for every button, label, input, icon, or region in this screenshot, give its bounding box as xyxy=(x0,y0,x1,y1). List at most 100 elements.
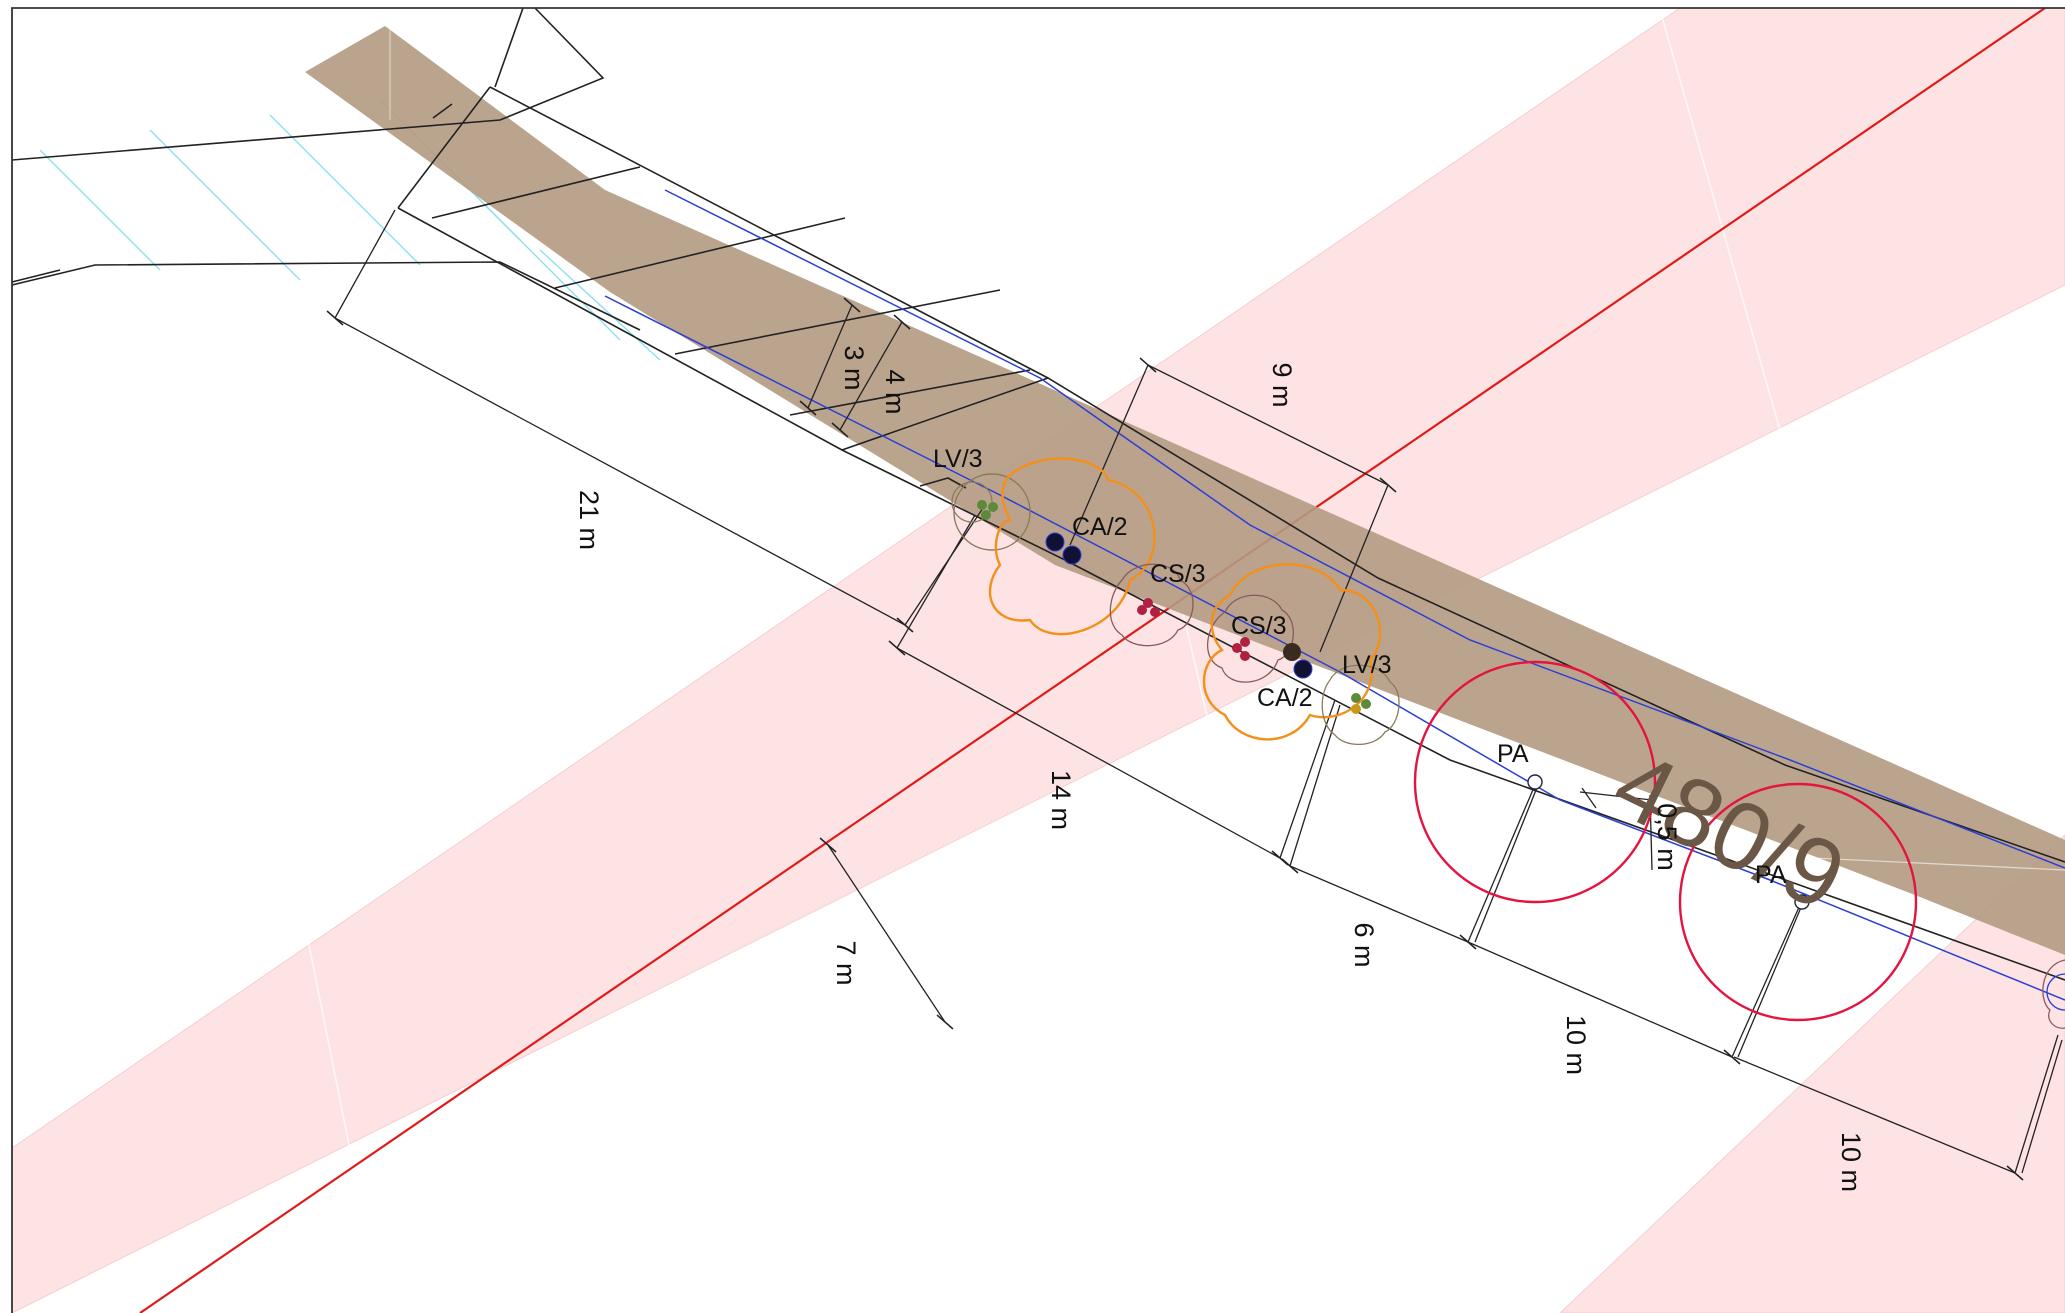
extension-line xyxy=(1069,364,1149,546)
utility-line-north xyxy=(664,189,2065,869)
canopy-cs3-a xyxy=(1109,563,1194,647)
extension-line xyxy=(1319,484,1389,653)
extension-line xyxy=(1279,699,1336,859)
building-outline xyxy=(489,86,2065,863)
tree-labels: LV/3 CA/2 CS/3 CS/3 LV/3 CA/2 PA PA xyxy=(933,445,1787,889)
zone-faint-line xyxy=(1659,9,1801,501)
dimension-line-10m-b xyxy=(1733,1056,2016,1174)
trunk-ca2 xyxy=(1062,545,1082,565)
dimension-label-6m: 6 m xyxy=(1349,922,1379,967)
parcel-band-sheen xyxy=(1749,854,2065,871)
upper-parcel-boundary xyxy=(11,269,61,283)
dimension-line-21m xyxy=(334,317,906,626)
protection-zones xyxy=(11,7,2065,1313)
dimension-label-10m-a: 10 m xyxy=(1561,1015,1591,1075)
tree-trunks xyxy=(977,500,1810,910)
extension-line xyxy=(896,514,976,649)
protection-zone-lower xyxy=(1559,834,2065,1313)
tree-code-label: CA/2 xyxy=(1257,684,1313,712)
dimension-label-4m: 4 m xyxy=(880,369,910,414)
canopy-partial-edge xyxy=(2042,959,2065,1029)
dimension-line-3m xyxy=(807,304,853,409)
dimension-label-9m: 9 m xyxy=(1267,362,1297,407)
trunk-cs3 xyxy=(1150,607,1160,617)
dimension-line-9m xyxy=(1147,364,1389,486)
trunk-ca2 xyxy=(1283,643,1301,661)
tick-marks xyxy=(326,297,2024,1181)
hatch-line xyxy=(269,114,421,266)
extension-line xyxy=(2021,1039,2063,1174)
extension-line xyxy=(1649,794,1653,871)
building-division xyxy=(674,289,1001,355)
tree-canopies xyxy=(951,457,2065,1029)
tree-code-label: PA xyxy=(1497,740,1529,768)
dimension-label-3m: 3 m xyxy=(839,345,869,390)
boundary-stub xyxy=(494,7,524,88)
dimension-line-05m xyxy=(1579,791,1653,801)
parcel-band xyxy=(305,26,2065,955)
canopy-lv3-a xyxy=(951,481,993,523)
canopy-partial-edge-blue xyxy=(2046,973,2065,1011)
canopy-pa-a xyxy=(1413,660,1657,904)
tree-code-label: CS/3 xyxy=(1231,612,1287,640)
dimension-lines xyxy=(326,209,2063,1181)
hatched-area xyxy=(39,99,661,361)
trunk-pa xyxy=(1527,774,1543,790)
dimension-line-10m-a xyxy=(1467,941,1733,1058)
trunk-ca2 xyxy=(1045,532,1065,552)
tree-code-label: PA xyxy=(1755,861,1787,889)
building-division xyxy=(789,369,1031,416)
upper-parcel-boundary xyxy=(11,7,605,161)
road-centerline xyxy=(139,7,2046,1313)
extension-line xyxy=(1731,904,1801,1058)
hatch-line xyxy=(539,249,661,361)
boundary-notch xyxy=(919,477,967,489)
zone-faint-line xyxy=(1179,599,1251,901)
extension-line xyxy=(1474,784,1539,943)
canopy-ca2-a xyxy=(988,457,1156,636)
utility-lines xyxy=(604,189,2065,1001)
trunk-lv3 xyxy=(981,510,991,520)
canopy-pa-b xyxy=(1678,782,1918,1022)
canopy-cs3-b xyxy=(1207,594,1294,683)
trunk-lv3 xyxy=(1351,693,1361,703)
dimension-line-4m xyxy=(839,321,903,431)
upper-parcel-boundary xyxy=(11,261,641,331)
dimension-label-7m: 7 m xyxy=(831,940,861,985)
trunk-lv3 xyxy=(988,502,998,512)
trunk-cs3 xyxy=(1240,637,1250,647)
trunk-lv3 xyxy=(977,500,987,510)
building-outline xyxy=(397,86,491,209)
extension-line xyxy=(2014,1034,2059,1174)
extension-line xyxy=(334,209,396,319)
trunk-lv3 xyxy=(1361,699,1371,709)
dimension-label-10m-b: 10 m xyxy=(1836,1132,1866,1192)
canopy-ca2-b xyxy=(1202,563,1382,741)
building-outline xyxy=(841,377,1049,451)
utility-line-south xyxy=(604,295,2065,1001)
tree-code-label: CS/3 xyxy=(1150,560,1206,588)
trunk-cs3 xyxy=(1232,643,1242,653)
extension-line xyxy=(1737,904,1803,1058)
extension-line xyxy=(1467,784,1536,943)
protection-zone-large xyxy=(11,7,2065,1313)
trunk-pa xyxy=(1794,894,1810,910)
extension-line xyxy=(1581,787,1597,809)
trunk-cs3 xyxy=(1143,598,1153,608)
dimension-label-21m: 21 m xyxy=(574,490,604,550)
drawing-frame xyxy=(11,7,2065,1313)
hatch-line xyxy=(39,149,161,271)
building-outline xyxy=(432,103,453,119)
dimension-label-14m: 14 m xyxy=(1046,770,1076,830)
dimension-labels: 21 m 14 m 6 m 10 m 10 m 9 m 3 m 4 m 7 m … xyxy=(574,345,1866,1192)
trunk-cs3 xyxy=(1137,605,1147,615)
trunk-lv3 xyxy=(1351,704,1361,714)
tree-code-label: LV/3 xyxy=(1342,651,1392,679)
dimension-line-14m xyxy=(896,647,1281,859)
dimension-label-0-5m: 0,5 m xyxy=(1652,803,1682,871)
dimension-line-7m xyxy=(827,844,946,1023)
dimension-line-6m xyxy=(1289,865,1469,943)
canopy-lv3-b xyxy=(1321,664,1400,746)
trunk-ca2 xyxy=(1293,659,1313,679)
